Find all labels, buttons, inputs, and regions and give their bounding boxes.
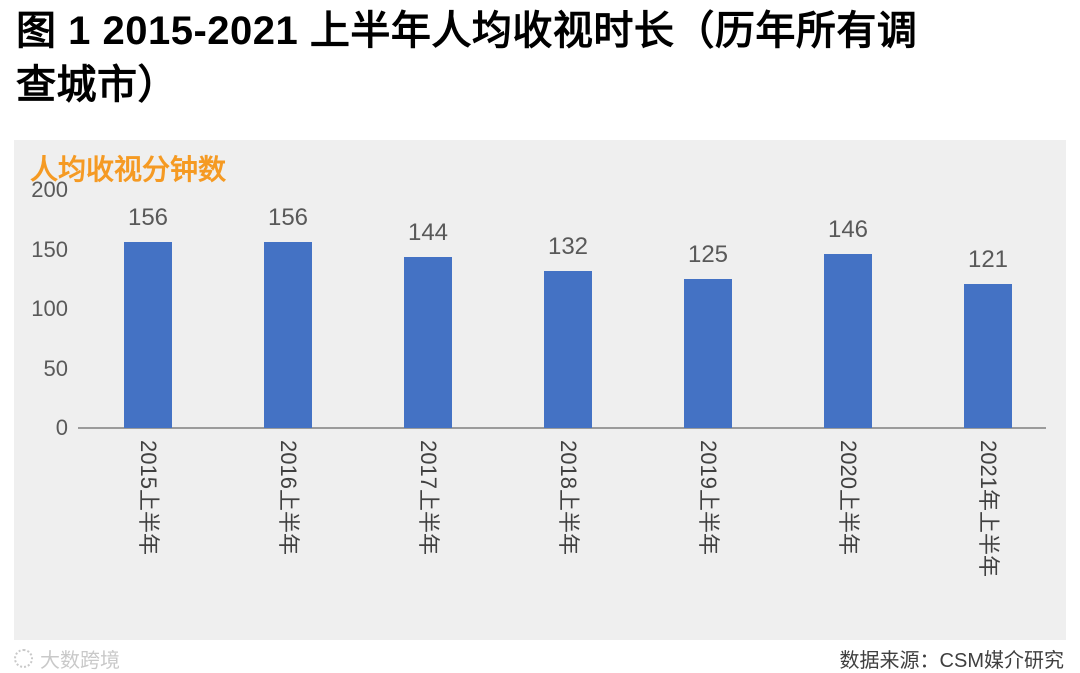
- bar-column: 156 2015上半年: [78, 140, 218, 555]
- chart-title-line2: 查城市）: [16, 63, 178, 107]
- bar: [684, 279, 732, 428]
- bars-container: 156 2015上半年 156 2016上半年 144 2017上半年 132 2018上半年…: [78, 140, 1058, 577]
- y-axis-tick-label: 50: [43, 355, 68, 381]
- watermark-logo-icon: [14, 649, 33, 668]
- bar-value-label: 125: [687, 241, 729, 269]
- chart-title: 图 1 2015-2021 上半年人均收视时长（历年所有调 查城市）: [16, 4, 1068, 112]
- watermark: 大数跨境: [14, 644, 120, 673]
- x-axis-label: 2017上半年: [416, 440, 441, 555]
- bar: [544, 270, 592, 428]
- x-axis-label: 2020上半年: [836, 440, 861, 555]
- x-axis-label: 2016上半年: [276, 440, 301, 555]
- bar-value-label: 121: [967, 246, 1009, 274]
- chart-panel: 人均收视分钟数 156 2015上半年 156 2016上半年 144 2017上半年 13…: [14, 140, 1066, 640]
- x-axis-label: 2015上半年: [136, 440, 161, 555]
- y-axis-tick-label: 150: [31, 236, 68, 262]
- bar: [964, 284, 1012, 428]
- bar-value-label: 132: [547, 232, 589, 260]
- y-axis-tick-label: 100: [31, 296, 68, 321]
- bar-column: 121 2021年上半年: [918, 140, 1058, 577]
- y-axis-title: 人均收视分钟数: [30, 154, 227, 185]
- bar: [264, 242, 312, 428]
- plot-area: 156 2015上半年 156 2016上半年 144 2017上半年 132 2018上半年…: [14, 140, 1066, 640]
- bar: [124, 242, 172, 428]
- x-axis-label: 2021年上半年: [976, 440, 1001, 577]
- data-source: 数据来源：CSM媒介研究: [839, 650, 1064, 672]
- bar-column: 156 2016上半年: [218, 140, 358, 555]
- bar-value-label: 146: [827, 216, 869, 244]
- x-axis-label: 2018上半年: [556, 440, 581, 555]
- bar-value-label: 156: [127, 204, 169, 232]
- bar-column: 125 2019上半年: [638, 140, 778, 555]
- bar-column: 132 2018上半年: [498, 140, 638, 555]
- watermark-text: 大数跨境: [40, 650, 120, 672]
- bar-column: 144 2017上半年: [358, 140, 498, 555]
- bar: [824, 254, 872, 428]
- bar-value-label: 144: [407, 218, 449, 246]
- x-axis-line: [78, 427, 1046, 429]
- chart-title-line1: 图 1 2015-2021 上半年人均收视时长（历年所有调: [16, 9, 918, 53]
- x-axis-label: 2019上半年: [696, 440, 721, 555]
- bar-value-label: 156: [267, 204, 309, 232]
- bar: [404, 256, 452, 428]
- y-axis-tick-label: 200: [31, 177, 68, 202]
- y-axis-tick-label: 0: [55, 415, 68, 440]
- bar-column: 146 2020上半年: [778, 140, 918, 555]
